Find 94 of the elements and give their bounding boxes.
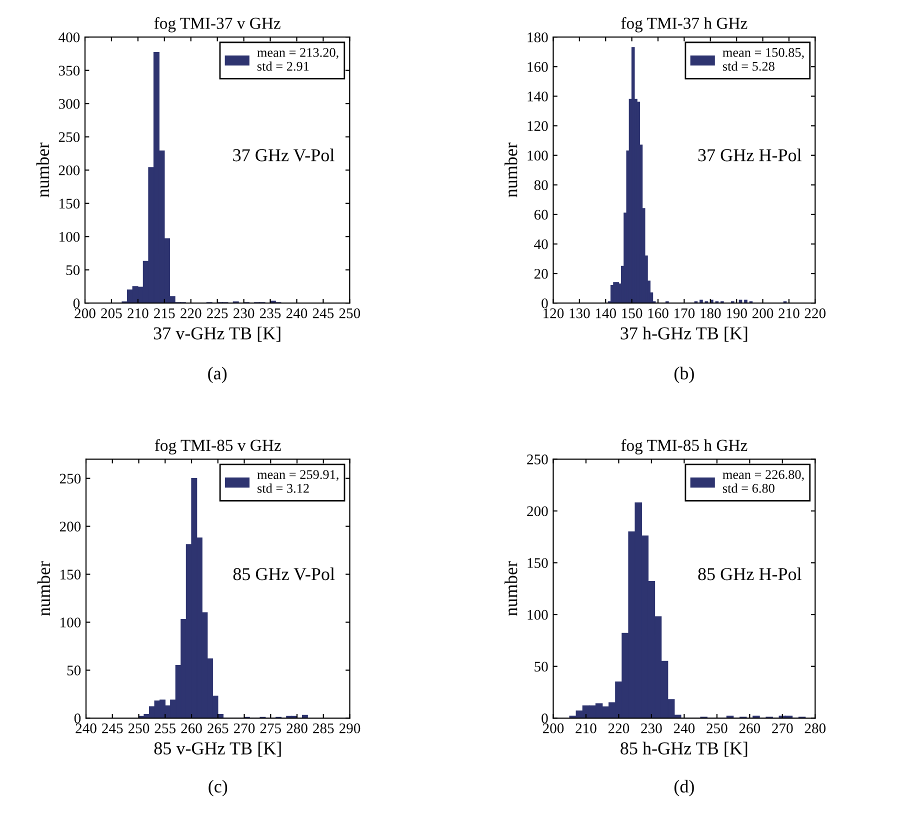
x-tick-label: 265	[208, 723, 228, 734]
chart-title: fog TMI-85 h GHz	[621, 439, 748, 454]
x-tick-label: 205	[101, 308, 122, 318]
x-tick-label: 230	[641, 723, 662, 734]
y-tick-label: 250	[58, 132, 80, 142]
y-tick-label: 0	[542, 298, 548, 308]
x-tick-label: 130	[570, 308, 590, 318]
annotation: 37 GHz H-Pol	[698, 148, 802, 162]
y-tick-label: 0	[73, 298, 80, 308]
y-tick-label: 400	[58, 32, 80, 42]
text: (a)	[208, 366, 227, 384]
x-axis-title: 37 h-GHz TB [K]	[620, 326, 748, 342]
y-tick-label: 200	[58, 165, 80, 176]
y-tick-label: 120	[528, 121, 548, 131]
chart-title: fog TMI-37 v GHz	[154, 17, 280, 32]
x-tick-label: 235	[260, 308, 281, 318]
x-tick-label: 250	[128, 723, 150, 734]
x-tick-label: 210	[778, 308, 800, 318]
x-tick-label: 255	[154, 723, 176, 734]
x-tick-label: 220	[180, 308, 202, 318]
x-tick-label: 280	[286, 723, 308, 734]
x-tick-label: 220	[804, 308, 826, 318]
text: (b)	[674, 366, 694, 384]
x-tick-label: 210	[128, 308, 148, 318]
annotation: 85 GHz V-Pol	[233, 568, 335, 580]
y-tick-label: 180	[528, 32, 548, 42]
y-tick-label: 60	[534, 210, 548, 220]
x-tick-label: 220	[608, 723, 630, 734]
x-tick-label: 210	[576, 723, 596, 734]
x-tick-label: 180	[700, 308, 721, 318]
x-tick-label: 275	[260, 723, 282, 734]
x-tick-label: 270	[772, 723, 793, 734]
x-tick-label: 245	[312, 308, 334, 318]
y-tick-label: 350	[58, 66, 80, 76]
y-tick-label: 100	[528, 150, 548, 161]
y-axis-title: number	[36, 142, 50, 198]
y-tick-label: 150	[60, 198, 80, 209]
x-axis-title: 85 v-GHz TB [K]	[154, 742, 281, 757]
y-tick-label: 100	[528, 610, 548, 620]
x-tick-label: 160	[648, 308, 668, 318]
x-tick-label: 170	[674, 308, 695, 318]
y-tick-label: 50	[67, 666, 81, 676]
x-tick-label: 200	[752, 308, 774, 318]
y-axis-title: number	[504, 142, 518, 198]
x-tick-label: 230	[234, 308, 254, 318]
x-tick-label: 250	[339, 308, 360, 318]
y-tick-label: 50	[66, 265, 80, 276]
annotation: 85 GHz H-Pol	[698, 568, 802, 580]
legend-label: mean = 226.80, std = 6.80	[722, 470, 804, 493]
x-tick-label: 225	[207, 308, 228, 318]
chart-title: fog TMI-85 v GHz	[154, 439, 281, 454]
y-tick-label: 50	[534, 662, 548, 672]
x-tick-label: 240	[286, 308, 308, 318]
y-axis-title: number	[37, 561, 50, 616]
y-tick-label: 250	[527, 454, 548, 464]
x-axis-title: 85 h-GHz TB [K]	[620, 742, 748, 757]
x-tick-label: 190	[726, 308, 747, 318]
x-tick-label: 150	[622, 308, 642, 318]
x-tick-label: 245	[102, 723, 123, 734]
y-tick-label: 20	[534, 268, 548, 279]
legend-label: mean = 150.85, std = 5.28	[722, 48, 804, 71]
x-tick-label: 285	[313, 723, 334, 734]
x-tick-label: 240	[674, 723, 695, 734]
x-tick-label: 215	[154, 308, 175, 318]
y-tick-label: 150	[528, 558, 548, 568]
x-tick-label: 260	[739, 723, 760, 734]
x-tick-label: 280	[804, 723, 826, 734]
y-tick-label: 100	[60, 618, 81, 628]
y-tick-label: 40	[534, 239, 548, 250]
x-tick-label: 290	[339, 723, 360, 734]
y-tick-label: 160	[528, 62, 548, 72]
chart-title: fog TMI-37 h GHz	[621, 17, 748, 32]
x-tick-label: 260	[181, 723, 202, 734]
text: (d)	[674, 780, 694, 796]
y-tick-label: 200	[60, 522, 81, 532]
annotation: 37 GHz V-Pol	[233, 148, 334, 162]
y-axis-title: number	[504, 561, 518, 616]
x-axis-title: 37 v-GHz TB [K]	[154, 326, 280, 342]
x-tick-label: 140	[596, 308, 616, 318]
y-tick-label: 100	[60, 232, 80, 242]
text: (c)	[208, 780, 228, 796]
legend-label: mean = 259.91, std = 3.12	[257, 470, 338, 493]
x-tick-label: 240	[76, 723, 96, 734]
y-tick-label: 0	[74, 714, 81, 724]
y-tick-label: 140	[528, 92, 548, 102]
y-tick-label: 200	[527, 506, 548, 516]
y-tick-label: 250	[60, 474, 81, 484]
y-tick-label: 300	[58, 98, 80, 109]
x-tick-label: 250	[706, 723, 728, 734]
y-tick-label: 150	[60, 570, 81, 580]
y-tick-label: 80	[534, 180, 548, 190]
y-tick-label: 0	[542, 714, 548, 724]
x-tick-label: 270	[234, 723, 255, 734]
legend-label: mean = 213.20, std = 2.91	[257, 48, 338, 71]
